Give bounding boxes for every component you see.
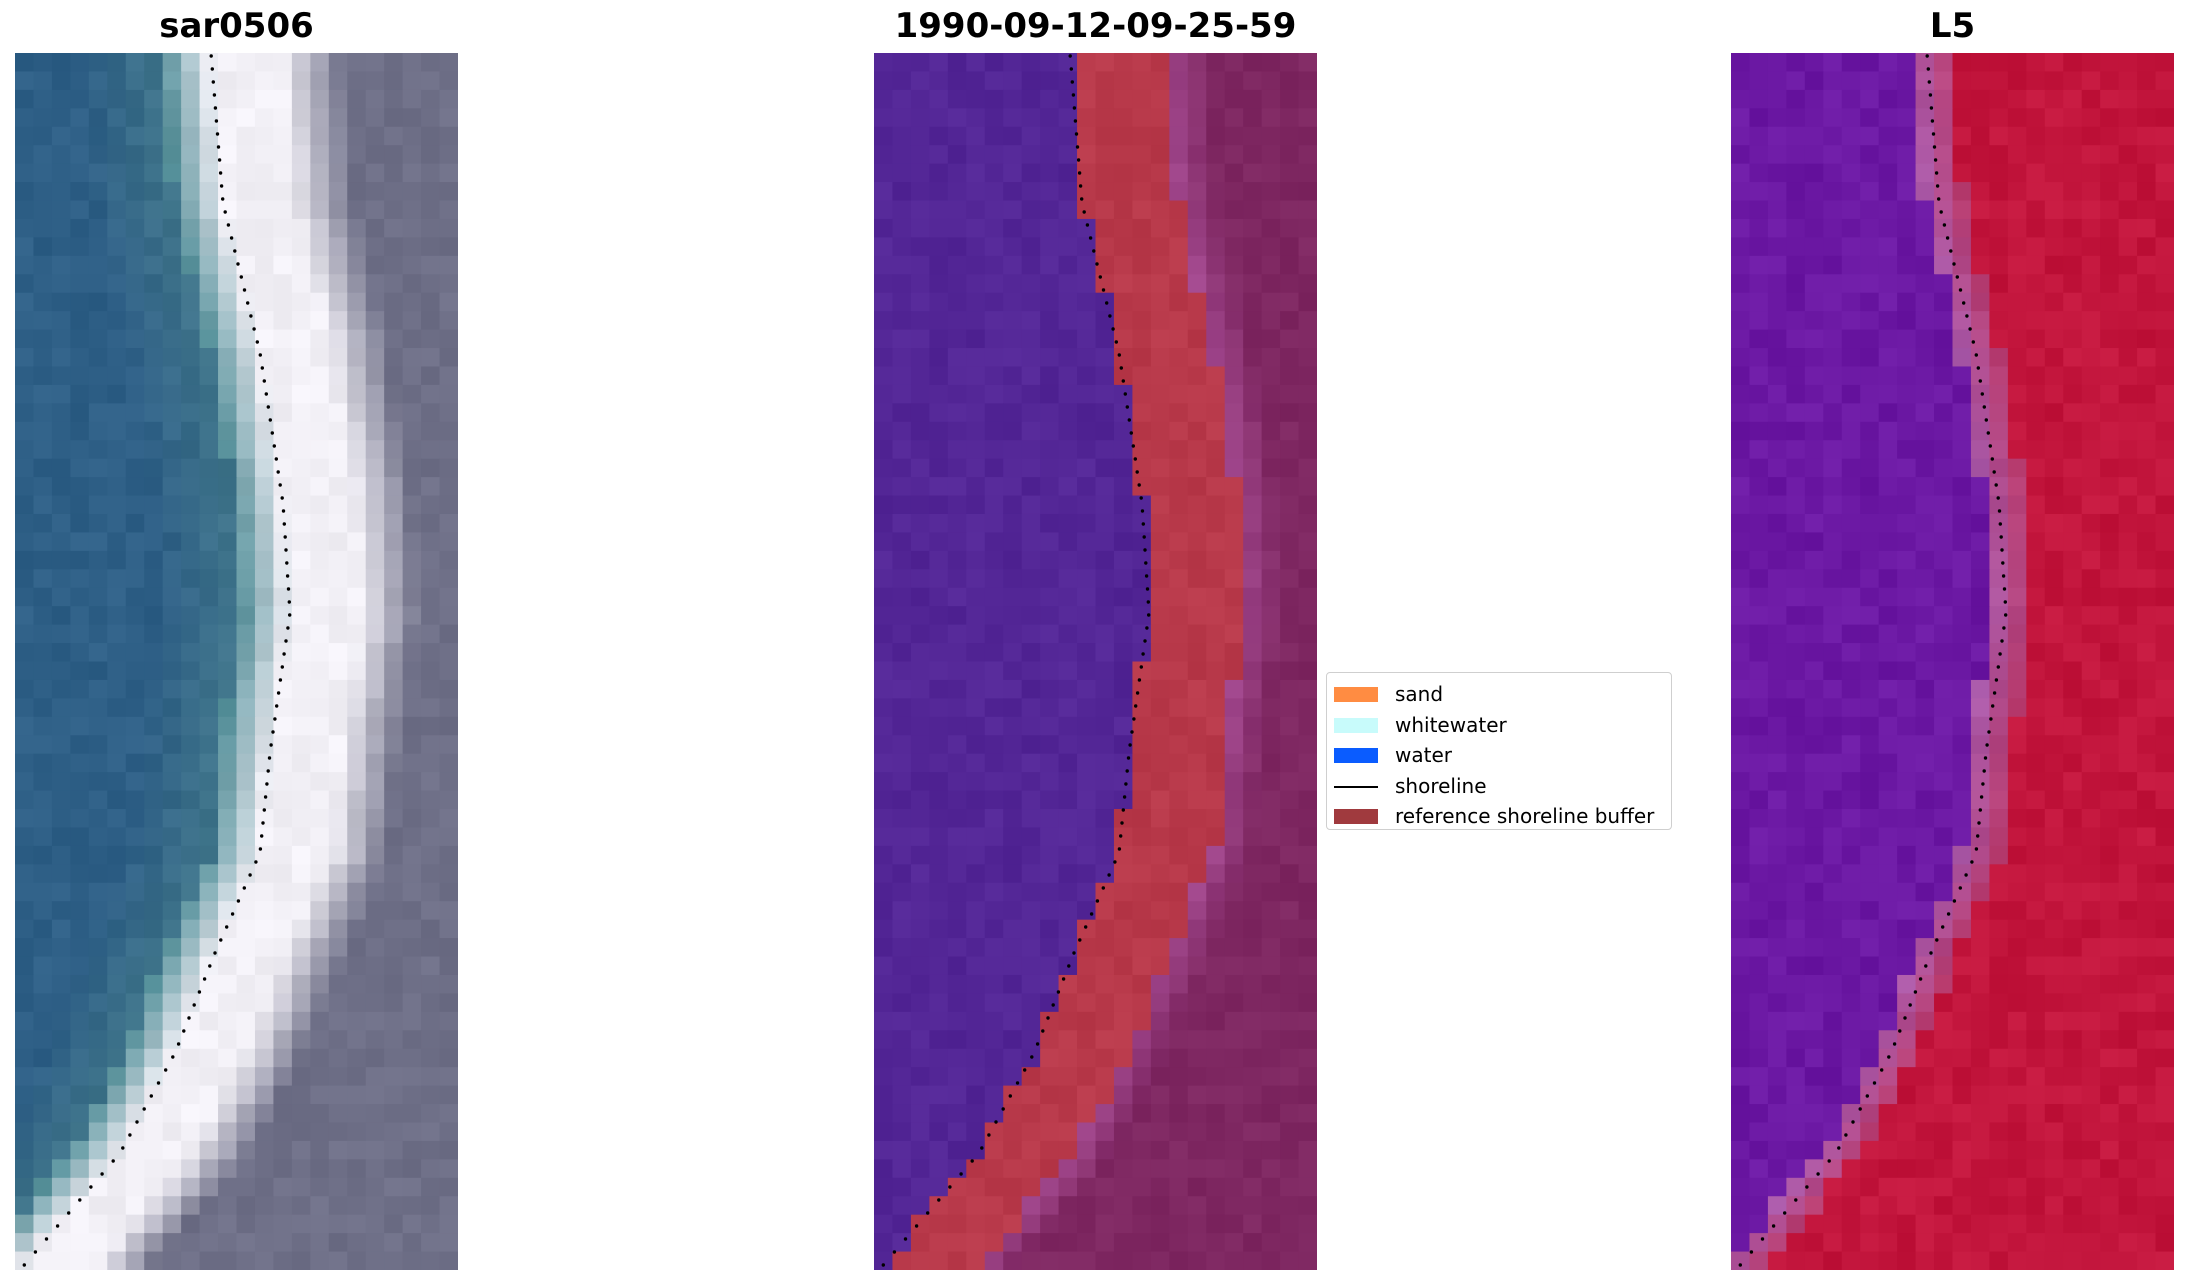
legend-label: reference shoreline buffer	[1395, 804, 1655, 828]
legend-item-water: water	[1327, 740, 1671, 771]
legend-label: whitewater	[1395, 712, 1507, 737]
legend-item-shoreline: shoreline	[1327, 771, 1671, 802]
buffer-swatch	[1334, 809, 1378, 824]
l5-image-panel	[1731, 53, 2174, 1270]
rgb-image	[15, 53, 458, 1270]
legend: sand whitewater water shoreline referenc…	[1326, 672, 1672, 830]
shoreline-dots	[22, 54, 292, 1267]
water-swatch	[1334, 748, 1378, 763]
panel-title-l5: L5	[1929, 6, 1976, 46]
legend-item-sand: sand	[1327, 679, 1671, 710]
shoreline-line-swatch	[1334, 785, 1378, 788]
l5-image	[1731, 53, 2174, 1270]
classified-image-panel	[874, 53, 1317, 1270]
legend-item-buffer: reference shoreline buffer	[1327, 801, 1671, 832]
panel-title-sar0506: sar0506	[159, 6, 314, 46]
rgb-image-panel	[15, 53, 458, 1270]
legend-label: sand	[1395, 682, 1444, 706]
panel-title-date: 1990-09-12-09-25-59	[894, 6, 1297, 46]
whitewater-swatch	[1334, 717, 1378, 733]
legend-label: water	[1395, 743, 1452, 767]
legend-label: shoreline	[1395, 773, 1487, 798]
legend-item-whitewater: whitewater	[1327, 710, 1671, 741]
sand-swatch	[1334, 687, 1378, 702]
classified-image	[874, 53, 1317, 1270]
shoreline-dots	[1738, 54, 2008, 1267]
shoreline-dots	[881, 54, 1151, 1267]
